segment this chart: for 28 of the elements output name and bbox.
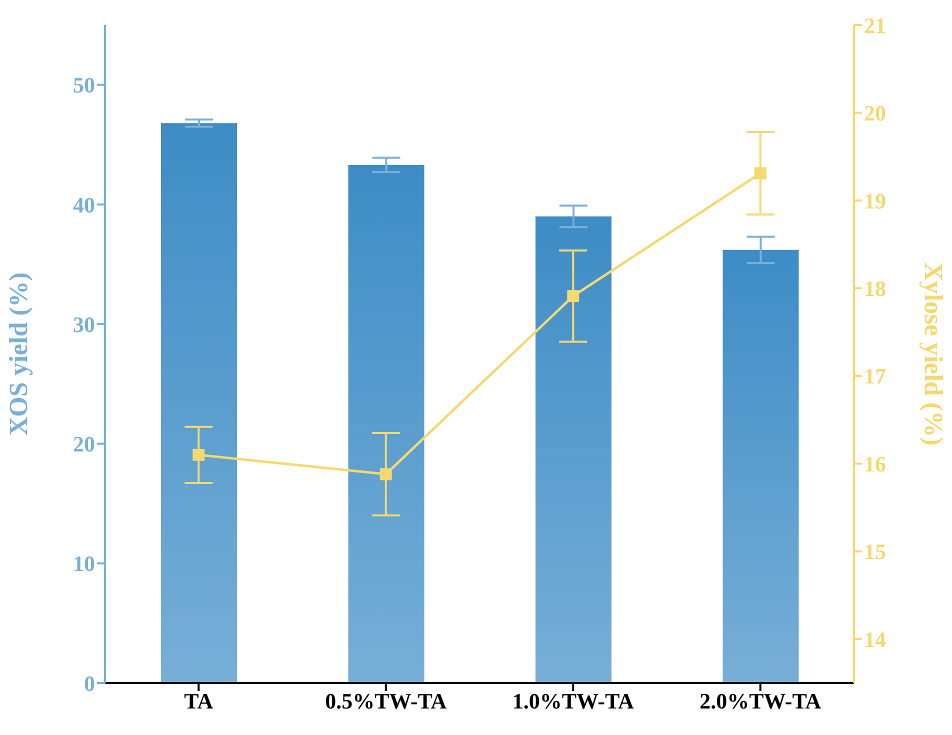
y-tick-label: 10 bbox=[73, 551, 95, 576]
bar bbox=[536, 216, 612, 683]
y2-tick-label: 20 bbox=[864, 100, 886, 126]
y2-tick-label: 16 bbox=[864, 451, 886, 476]
point bbox=[754, 167, 766, 180]
y-tick-label: 30 bbox=[73, 312, 95, 337]
y-tick-label: 0 bbox=[84, 670, 95, 696]
y-tick-label: 50 bbox=[73, 72, 95, 98]
y2-axis-title: Xylose yield (%) bbox=[918, 262, 948, 446]
y2-tick-label: 21 bbox=[864, 12, 886, 38]
point bbox=[567, 290, 580, 302]
x-tick-label: TA bbox=[184, 688, 214, 714]
y2-tick-label: 18 bbox=[864, 276, 886, 302]
y-axis-title: XOS yield (%) bbox=[4, 272, 34, 436]
y-tick-label: 20 bbox=[73, 432, 95, 457]
y2-tick-label: 14 bbox=[864, 626, 886, 652]
y2-tick-label: 17 bbox=[864, 364, 886, 389]
x-tick-label: 0.5%TW-TA bbox=[325, 688, 447, 714]
bar bbox=[348, 164, 424, 683]
y2-tick-label: 15 bbox=[864, 539, 886, 564]
point bbox=[380, 468, 392, 480]
point bbox=[192, 448, 205, 461]
bar bbox=[161, 123, 237, 683]
y2-tick-label: 19 bbox=[864, 188, 886, 214]
bar bbox=[722, 250, 799, 683]
y-tick-label: 40 bbox=[73, 192, 95, 218]
x-tick-label: 2.0%TW-TA bbox=[700, 688, 822, 714]
x-tick-label: 1.0%TW-TA bbox=[512, 688, 634, 714]
